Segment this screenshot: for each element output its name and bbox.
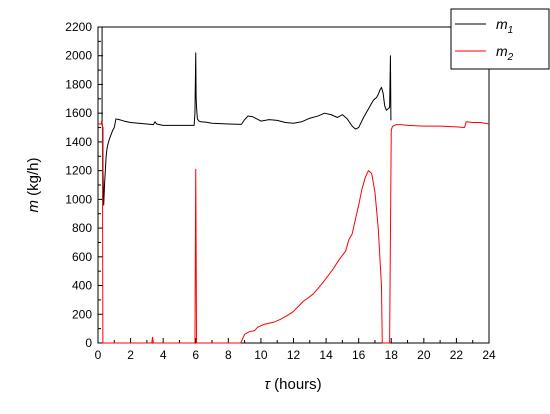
x-tick-label: 22 xyxy=(450,348,464,362)
x-tick-label: 4 xyxy=(160,348,167,362)
y-tick-label: 600 xyxy=(72,250,92,264)
series-layer xyxy=(98,27,490,344)
axis-ticks xyxy=(97,26,490,344)
y-axis-symbol: m xyxy=(25,200,42,213)
x-tick-label: 14 xyxy=(319,348,333,362)
y-tick-label: 2200 xyxy=(65,20,92,34)
x-axis-symbol: τ xyxy=(264,376,271,393)
legend: m1 m2 xyxy=(450,8,550,70)
y-tick-label: 1200 xyxy=(65,164,92,178)
x-tick-label: 24 xyxy=(482,348,496,362)
x-tick-label: 2 xyxy=(127,348,134,362)
x-tick-label: 18 xyxy=(385,348,399,362)
legend-label-m2-sub: 2 xyxy=(507,52,514,63)
x-tick-label: 20 xyxy=(417,348,431,362)
y-tick-label: 200 xyxy=(72,307,92,321)
y-axis-title: m (kg/h) xyxy=(25,157,42,212)
series-line-m2 xyxy=(98,120,490,344)
y-axis-unit: (kg/h) xyxy=(25,157,42,200)
x-tick-label: 10 xyxy=(254,348,268,362)
y-tick-label: 0 xyxy=(85,336,92,350)
x-tick-label: 8 xyxy=(225,348,232,362)
legend-label-m1-sub: 1 xyxy=(508,25,514,36)
series-line-m1 xyxy=(101,27,392,206)
plot-frame xyxy=(97,26,490,344)
x-axis-title: τ (hours) xyxy=(264,376,321,393)
y-tick-label: 1800 xyxy=(65,77,92,91)
x-tick-label: 12 xyxy=(287,348,301,362)
x-tick-label: 16 xyxy=(352,348,366,362)
x-axis-unit: (hours) xyxy=(270,376,322,393)
x-tick-label: 6 xyxy=(192,348,199,362)
legend-label-m1: m1 xyxy=(496,16,513,36)
y-tick-label: 2000 xyxy=(65,49,92,63)
legend-label-m2-name: m xyxy=(496,43,508,59)
legend-label-m1-name: m xyxy=(496,16,508,32)
y-tick-label: 800 xyxy=(72,221,92,235)
legend-label-m2: m2 xyxy=(496,43,514,63)
legend-box xyxy=(450,8,550,70)
y-tick-label: 400 xyxy=(72,279,92,293)
y-tick-label: 1000 xyxy=(65,192,92,206)
tick-labels: 0 2 4 6 8 10 12 14 16 18 20 22 240200400600800100012… xyxy=(65,20,496,362)
x-tick-label: 0 xyxy=(95,348,102,362)
y-tick-label: 1400 xyxy=(65,135,92,149)
y-tick-label: 1600 xyxy=(65,106,92,120)
